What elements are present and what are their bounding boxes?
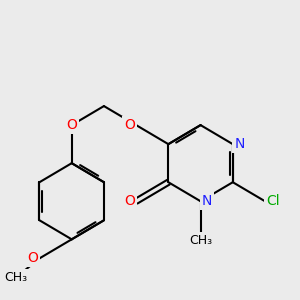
- Text: N: N: [202, 194, 212, 208]
- Text: O: O: [124, 194, 135, 208]
- Text: O: O: [27, 251, 38, 266]
- Text: O: O: [124, 118, 135, 132]
- Text: O: O: [66, 118, 77, 132]
- Text: CH₃: CH₃: [4, 271, 28, 284]
- Text: Cl: Cl: [266, 194, 280, 208]
- Text: CH₃: CH₃: [189, 234, 212, 247]
- Text: N: N: [234, 137, 244, 151]
